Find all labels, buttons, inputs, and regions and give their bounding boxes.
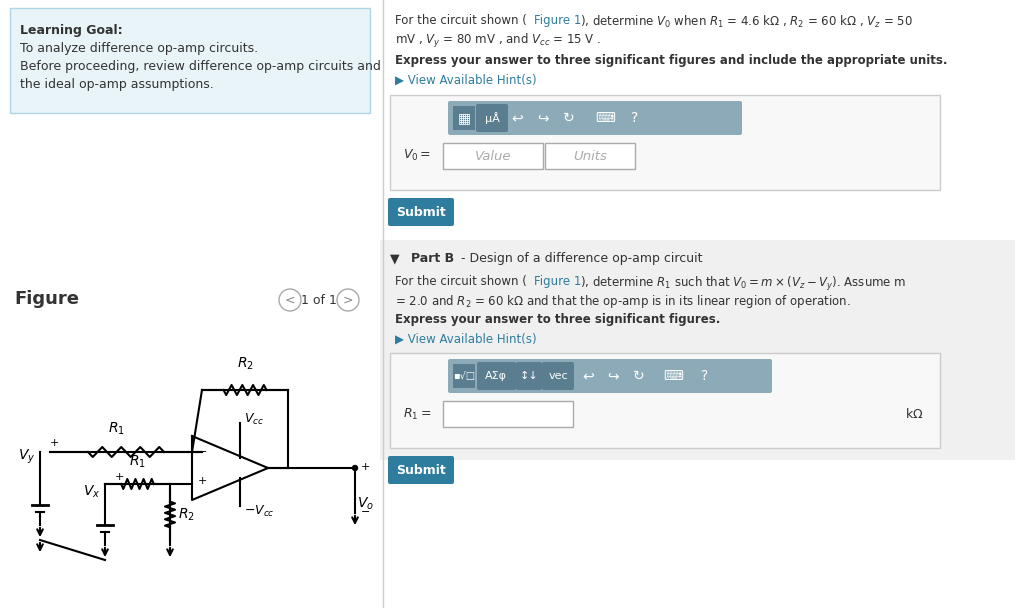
FancyBboxPatch shape [516,362,542,390]
Text: 1 of 1: 1 of 1 [301,294,337,306]
Text: Part B: Part B [411,252,454,265]
Text: Value: Value [475,150,511,162]
FancyBboxPatch shape [390,95,940,190]
FancyBboxPatch shape [380,240,1015,460]
Text: Figure: Figure [14,290,79,308]
FancyBboxPatch shape [449,359,772,393]
Text: ▦: ▦ [458,111,471,125]
Text: $V_0 =$: $V_0 =$ [403,148,431,162]
Text: To analyze difference op-amp circuits.: To analyze difference op-amp circuits. [20,42,258,55]
Text: $R_2$: $R_2$ [178,506,195,523]
Text: $-$: $-$ [360,505,370,515]
Text: Learning Goal:: Learning Goal: [20,24,123,37]
FancyBboxPatch shape [477,362,516,390]
Text: Submit: Submit [396,206,445,218]
Text: Submit: Submit [396,463,445,477]
Text: ↩: ↩ [583,369,594,383]
Text: Before proceeding, review difference op-amp circuits and: Before proceeding, review difference op-… [20,60,381,73]
Text: ?: ? [701,369,709,383]
FancyBboxPatch shape [542,362,574,390]
Text: ↩: ↩ [511,111,523,125]
Text: Express your answer to three significant figures and include the appropriate uni: Express your answer to three significant… [395,54,947,67]
FancyBboxPatch shape [476,104,508,132]
Text: vec: vec [548,371,568,381]
FancyBboxPatch shape [453,106,475,130]
Text: ), determine $V_0$ when $R_1$ = 4.6 k$\Omega$ , $R_2$ = 60 k$\Omega$ , $V_z$ = 5: ), determine $V_0$ when $R_1$ = 4.6 k$\O… [580,14,912,30]
Text: $V_o$: $V_o$ [357,496,374,513]
Text: ▼: ▼ [390,252,399,265]
Text: Figure 1: Figure 1 [534,275,582,288]
Text: ▪√□: ▪√□ [453,371,475,381]
Text: $V_{cc}$: $V_{cc}$ [244,412,264,427]
Text: $+$: $+$ [360,460,370,471]
Text: $R_1$: $R_1$ [129,454,146,470]
Text: ?: ? [632,111,639,125]
FancyBboxPatch shape [443,143,543,169]
FancyBboxPatch shape [545,143,635,169]
Text: ⌨: ⌨ [595,111,615,125]
Text: $V_x$: $V_x$ [83,484,100,500]
Text: = 2.0 and $R_2$ = 60 k$\Omega$ and that the op-amp is in its linear region of op: = 2.0 and $R_2$ = 60 k$\Omega$ and that … [395,293,851,310]
FancyBboxPatch shape [388,456,454,484]
FancyBboxPatch shape [384,0,1024,608]
Text: ↻: ↻ [563,111,574,125]
Text: ▶ View Available Hint(s): ▶ View Available Hint(s) [395,74,537,87]
FancyBboxPatch shape [453,364,475,388]
Text: $V_y$: $V_y$ [18,448,36,466]
Text: >: > [343,294,353,306]
Text: $R_1$: $R_1$ [108,421,125,437]
Text: $-V_{cc}$: $-V_{cc}$ [244,504,274,519]
Text: ↪: ↪ [538,111,549,125]
Circle shape [279,289,301,311]
FancyBboxPatch shape [0,0,383,608]
Text: mV , $V_y$ = 80 mV , and $V_{cc}$ = 15 V .: mV , $V_y$ = 80 mV , and $V_{cc}$ = 15 V… [395,32,601,50]
FancyBboxPatch shape [388,198,454,226]
Circle shape [352,466,357,471]
FancyBboxPatch shape [10,8,370,113]
Text: For the circuit shown (: For the circuit shown ( [395,14,527,27]
Text: ↻: ↻ [633,369,645,383]
FancyBboxPatch shape [390,353,940,448]
Text: ▶ View Available Hint(s): ▶ View Available Hint(s) [395,333,537,346]
Text: μÅ: μÅ [484,112,500,124]
Text: - Design of a difference op-amp circuit: - Design of a difference op-amp circuit [457,252,702,265]
Text: ↪: ↪ [607,369,618,383]
Text: k$\Omega$: k$\Omega$ [905,407,924,421]
Text: Express your answer to three significant figures.: Express your answer to three significant… [395,313,720,326]
Text: ), determine $R_1$ such that $V_0 = m \times (V_z - V_y)$. Assume m: ), determine $R_1$ such that $V_0 = m \t… [580,275,906,293]
Text: the ideal op-amp assumptions.: the ideal op-amp assumptions. [20,78,214,91]
Circle shape [337,289,359,311]
FancyBboxPatch shape [443,401,573,427]
Text: ↕↓: ↕↓ [519,371,539,381]
Text: For the circuit shown (: For the circuit shown ( [395,275,527,288]
Text: $R_2$: $R_2$ [237,356,253,372]
Text: $+$: $+$ [197,475,207,486]
Text: ⌨: ⌨ [663,369,683,383]
Text: $R_1 =$: $R_1 =$ [403,407,431,421]
FancyBboxPatch shape [449,101,742,135]
Text: <: < [285,294,295,306]
Text: $+$: $+$ [49,437,59,447]
Text: $-$: $-$ [197,445,207,455]
Text: $+$: $+$ [114,471,124,482]
Text: ΑΣφ: ΑΣφ [485,371,507,381]
Text: Units: Units [573,150,607,162]
Text: Figure 1: Figure 1 [534,14,582,27]
